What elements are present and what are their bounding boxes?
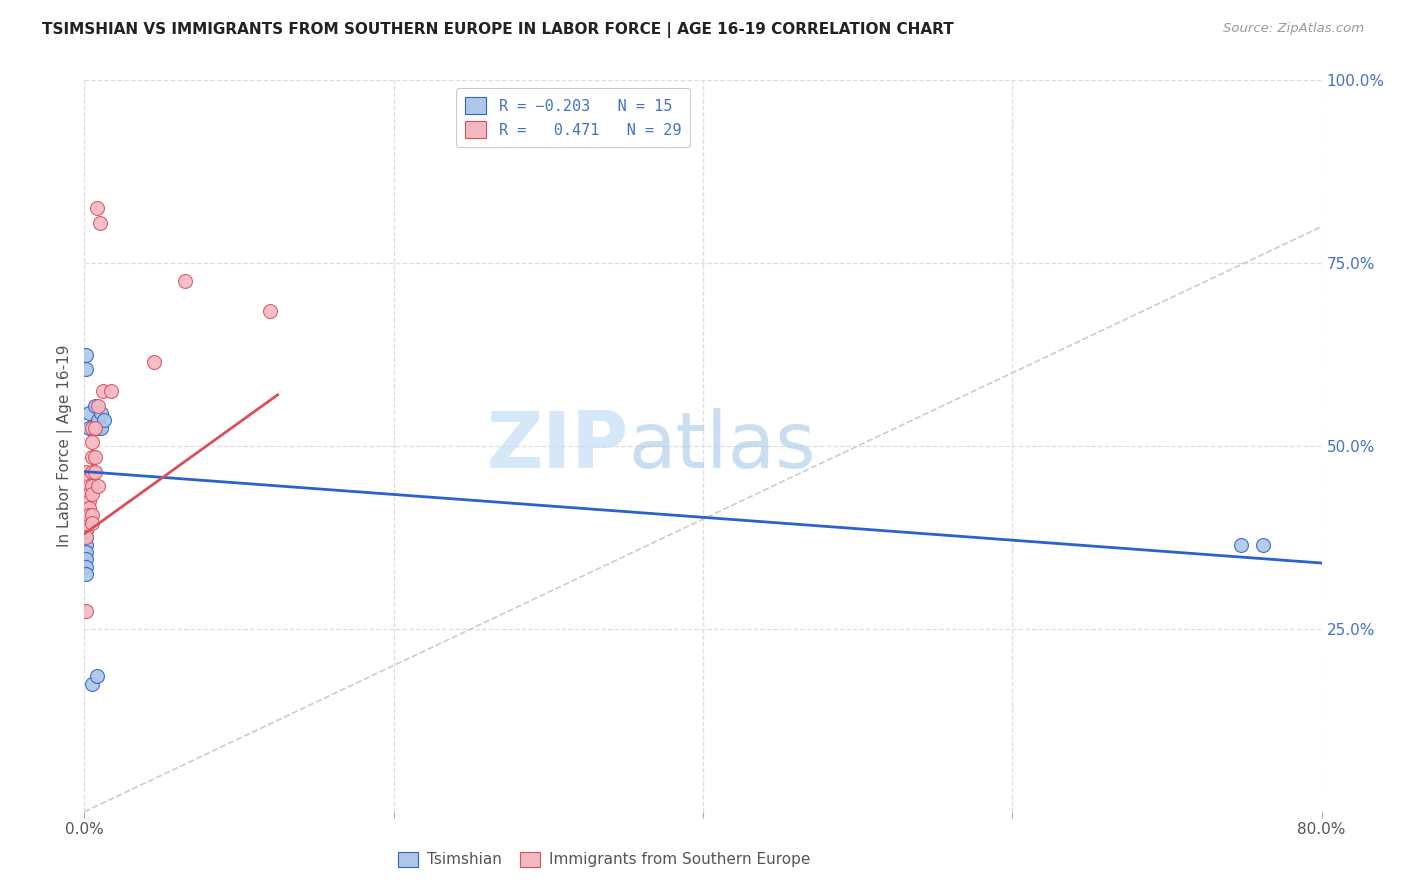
Point (174, 275, 197, 289)
Point (89, 216, 111, 230)
Point (77, 406, 100, 420)
Point (77, 508, 100, 523)
Text: atlas: atlas (628, 408, 817, 484)
Point (93, 413, 115, 427)
Point (84, 421, 107, 435)
Point (1251, 538, 1274, 552)
Point (75, 523, 97, 537)
Y-axis label: In Labor Force | Age 16-19: In Labor Force | Age 16-19 (58, 344, 73, 548)
Text: Source: ZipAtlas.com: Source: ZipAtlas.com (1223, 22, 1364, 36)
Point (77, 479, 100, 493)
Point (75, 538, 97, 552)
Point (75, 603, 97, 617)
Text: TSIMSHIAN VS IMMIGRANTS FROM SOUTHERN EUROPE IN LABOR FORCE | AGE 16-19 CORRELAT: TSIMSHIAN VS IMMIGRANTS FROM SOUTHERN EU… (42, 22, 953, 38)
Point (75, 348, 97, 362)
Point (77, 501, 100, 516)
Point (87, 421, 110, 435)
Point (82, 516, 104, 530)
Point (77, 472, 100, 486)
Point (75, 501, 97, 516)
Point (75, 472, 97, 486)
Point (84, 465, 107, 479)
Point (75, 494, 97, 508)
Point (1230, 538, 1253, 552)
Point (87, 413, 110, 427)
Point (75, 472, 97, 486)
Point (90, 406, 112, 420)
Point (86, 669, 108, 683)
Point (77, 421, 100, 435)
Point (87, 399, 110, 413)
Point (75, 479, 97, 493)
Point (91, 384, 114, 399)
Point (82, 450, 104, 464)
Point (77, 494, 100, 508)
Point (75, 508, 97, 523)
Point (77, 479, 100, 493)
Point (75, 552, 97, 566)
Point (82, 508, 104, 523)
Point (75, 479, 97, 493)
Point (90, 421, 112, 435)
Point (75, 545, 97, 559)
Point (75, 530, 97, 544)
Point (75, 516, 97, 530)
Point (100, 384, 122, 399)
Point (75, 508, 97, 523)
Point (75, 486, 97, 500)
Point (75, 559, 97, 574)
Point (75, 530, 97, 544)
Point (84, 450, 107, 464)
Point (84, 399, 107, 413)
Point (82, 435, 104, 450)
Point (77, 472, 100, 486)
Legend: Tsimshian, Immigrants from Southern Europe: Tsimshian, Immigrants from Southern Euro… (392, 846, 817, 873)
Point (75, 523, 97, 537)
Point (77, 486, 100, 500)
Point (75, 516, 97, 530)
Point (82, 676, 104, 690)
Text: ZIP: ZIP (486, 408, 628, 484)
Point (75, 494, 97, 508)
Point (82, 486, 104, 500)
Point (75, 501, 97, 516)
Point (86, 202, 108, 216)
Point (75, 486, 97, 500)
Point (75, 465, 97, 479)
Point (259, 303, 281, 318)
Point (82, 465, 104, 479)
Point (82, 479, 104, 493)
Point (82, 421, 104, 435)
Point (75, 362, 97, 376)
Point (75, 567, 97, 582)
Point (84, 421, 107, 435)
Point (87, 479, 110, 493)
Point (143, 355, 166, 369)
